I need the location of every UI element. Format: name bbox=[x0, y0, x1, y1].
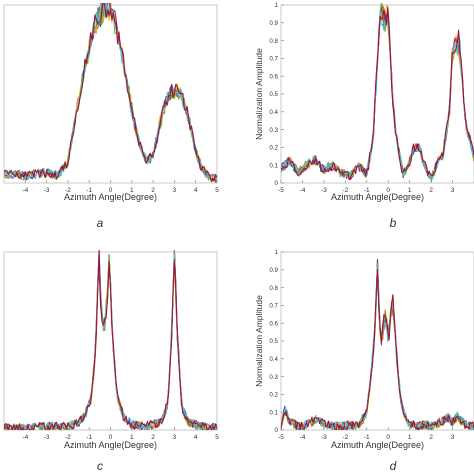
x-tick-label-d: 0 bbox=[386, 434, 390, 441]
y-tick-label-b: 0.6 bbox=[269, 73, 278, 80]
y-tick-label-d: 0.8 bbox=[269, 285, 278, 292]
series-line-d-5 bbox=[281, 262, 474, 430]
y-tick-label-b: 1 bbox=[275, 2, 279, 9]
x-tick-label-a: -4 bbox=[22, 187, 28, 194]
x-tick-label-b: -2 bbox=[342, 187, 348, 194]
x-tick-label-b: 0 bbox=[386, 187, 390, 194]
x-tick-label-b: 2 bbox=[429, 187, 433, 194]
x-tick-label-c: -4 bbox=[22, 434, 28, 441]
x-tick-label-b: -4 bbox=[300, 187, 306, 194]
y-tick-label-d: 0.5 bbox=[269, 338, 278, 345]
y-tick-label-d: 1 bbox=[275, 249, 279, 256]
x-tick-label-a: 0 bbox=[109, 187, 113, 194]
y-tick-label-b: 0.5 bbox=[269, 91, 278, 98]
panel-caption-a: a bbox=[97, 216, 104, 230]
series-group-b bbox=[281, 3, 474, 183]
x-tick-label-d: -2 bbox=[342, 434, 348, 441]
y-tick-label-b: 0.4 bbox=[269, 109, 278, 116]
panel-a: -4 -3 -2 -1 0 1 2 3 4 5 Azimuth Angle(Degree) a bbox=[3, 3, 219, 230]
x-tick-label-a: 5 bbox=[215, 187, 219, 194]
y-tick-label-d: 0.6 bbox=[269, 320, 278, 327]
series-line-a-6 bbox=[4, 3, 217, 183]
x-tick-label-c: -2 bbox=[65, 434, 71, 441]
x-tick-label-a: -1 bbox=[86, 187, 92, 194]
plot-area-a bbox=[3, 4, 218, 184]
x-tick-label-a: 1 bbox=[130, 187, 134, 194]
plot-area-b bbox=[280, 4, 474, 184]
x-axis-label-a: Azimuth Angle(Degree) bbox=[64, 192, 157, 202]
series-group-c bbox=[4, 250, 217, 430]
x-tick-label-b: -3 bbox=[321, 187, 327, 194]
y-tick-label-b: 0.9 bbox=[269, 20, 278, 27]
x-tick-label-d: 1 bbox=[408, 434, 412, 441]
y-tick-label-d: 0.7 bbox=[269, 303, 278, 310]
x-tick-label-a: 3 bbox=[173, 187, 177, 194]
series-line-c-7 bbox=[4, 250, 217, 430]
x-tick-label-b: 3 bbox=[451, 187, 455, 194]
panel-caption-d: d bbox=[390, 459, 397, 473]
x-axis-label-d: Azimuth Angle(Degree) bbox=[331, 440, 424, 450]
x-tick-label-d: 3 bbox=[451, 434, 455, 441]
series-line-d-6 bbox=[281, 265, 474, 430]
x-axis-label-b: Azimuth Angle(Degree) bbox=[331, 192, 424, 202]
x-tick-label-d: -4 bbox=[300, 434, 306, 441]
series-group-d bbox=[281, 259, 474, 430]
x-tick-label-d: 2 bbox=[429, 434, 433, 441]
x-tick-label-a: 4 bbox=[194, 187, 198, 194]
y-tick-label-b: 0.3 bbox=[269, 127, 278, 134]
x-tick-label-b: 1 bbox=[408, 187, 412, 194]
x-tick-label-a: 2 bbox=[151, 187, 155, 194]
y-tick-label-d: 0.1 bbox=[269, 409, 278, 416]
x-tick-label-c: 1 bbox=[130, 434, 134, 441]
x-tick-label-b: -1 bbox=[364, 187, 370, 194]
x-tick-label-d: -5 bbox=[278, 434, 284, 441]
series-line-b-7 bbox=[281, 6, 474, 181]
y-tick-label-d: 0.4 bbox=[269, 356, 278, 363]
panel-d: -5 -4 -3 -2 -1 0 1 2 3 0 0.1 0.2 0.3 0.4 0.5 0.6 0.7 0.8 0… bbox=[254, 249, 474, 473]
x-tick-label-c: 4 bbox=[194, 434, 198, 441]
x-tick-label-d: -1 bbox=[364, 434, 370, 441]
x-tick-label-c: 0 bbox=[109, 434, 113, 441]
y-tick-label-d: 0 bbox=[275, 427, 279, 434]
panel-c: -4 -3 -2 -1 0 1 2 3 4 5 Azimuth Angle(Degree) c bbox=[3, 250, 219, 473]
x-tick-label-c: -3 bbox=[44, 434, 50, 441]
x-tick-label-b: -5 bbox=[278, 187, 284, 194]
panel-caption-c: c bbox=[97, 459, 103, 473]
series-line-d-7 bbox=[281, 268, 474, 430]
x-tick-label-a: -2 bbox=[65, 187, 71, 194]
y-tick-label-b: 0.8 bbox=[269, 38, 278, 45]
panel-b: -5 -4 -3 -2 -1 0 1 2 3 0 0.1 0.2 0.3 0.4 0.5 0.6 0.7 0.8 0… bbox=[254, 2, 474, 230]
y-axis-label-b: Normalization Amplitude bbox=[254, 48, 264, 140]
x-axis-label-c: Azimuth Angle(Degree) bbox=[64, 440, 157, 450]
x-tick-label-c: 2 bbox=[151, 434, 155, 441]
x-tick-label-c: 3 bbox=[173, 434, 177, 441]
series-group-a bbox=[4, 3, 217, 183]
y-tick-label-d: 0.2 bbox=[269, 392, 278, 399]
x-tick-label-c: 5 bbox=[215, 434, 219, 441]
x-tick-label-a: -3 bbox=[44, 187, 50, 194]
x-tick-label-d: -3 bbox=[321, 434, 327, 441]
y-tick-label-d: 0.3 bbox=[269, 374, 278, 381]
y-tick-label-b: 0.1 bbox=[269, 162, 278, 169]
y-tick-label-b: 0.2 bbox=[269, 145, 278, 152]
y-tick-label-d: 0.9 bbox=[269, 267, 278, 274]
y-tick-label-b: 0 bbox=[275, 180, 279, 187]
panel-caption-b: b bbox=[390, 216, 397, 230]
series-line-a-7 bbox=[4, 3, 217, 183]
y-tick-label-b: 0.7 bbox=[269, 56, 278, 63]
y-axis-label-d: Normalization Amplitude bbox=[254, 295, 264, 387]
x-tick-label-c: -1 bbox=[86, 434, 92, 441]
